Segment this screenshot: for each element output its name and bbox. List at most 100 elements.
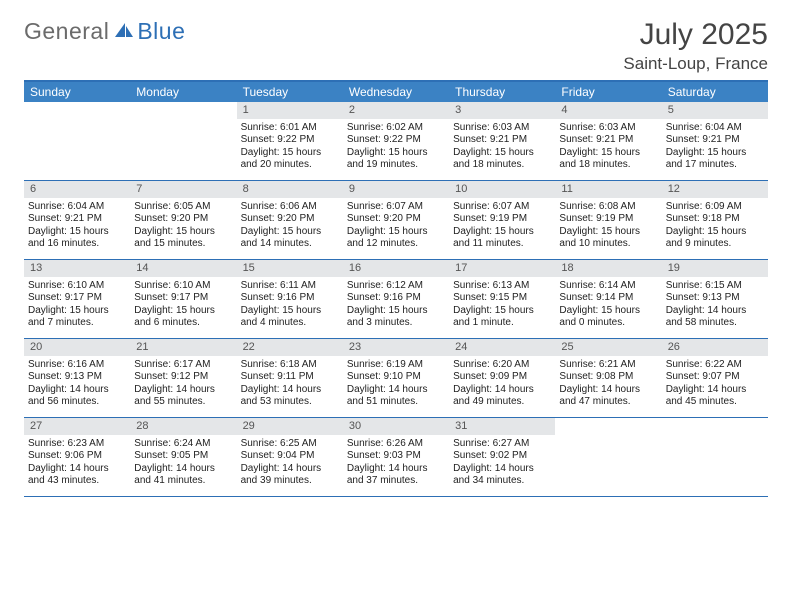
sunset-line: Sunset: 9:13 PM (666, 292, 764, 305)
sunset-line: Sunset: 9:19 PM (559, 213, 657, 226)
day-header: Sunday (24, 82, 130, 102)
day-header: Friday (555, 82, 661, 102)
day-cell: 19Sunrise: 6:15 AMSunset: 9:13 PMDayligh… (662, 260, 768, 338)
logo-sail-icon (111, 18, 135, 45)
sunset-line: Sunset: 9:13 PM (28, 371, 126, 384)
sunset-line: Sunset: 9:15 PM (453, 292, 551, 305)
day-header: Thursday (449, 82, 555, 102)
day-cell: 11Sunrise: 6:08 AMSunset: 9:19 PMDayligh… (555, 181, 661, 259)
location-label: Saint-Loup, France (623, 54, 768, 74)
sunrise-line: Sunrise: 6:03 AM (559, 122, 657, 135)
day-header: Tuesday (237, 82, 343, 102)
daylight-line: Daylight: 15 hours and 3 minutes. (347, 305, 445, 330)
day-cell: 24Sunrise: 6:20 AMSunset: 9:09 PMDayligh… (449, 339, 555, 417)
day-header: Monday (130, 82, 236, 102)
title-block: July 2025 Saint-Loup, France (623, 18, 768, 74)
day-cell: 9Sunrise: 6:07 AMSunset: 9:20 PMDaylight… (343, 181, 449, 259)
sunset-line: Sunset: 9:18 PM (666, 213, 764, 226)
sunrise-line: Sunrise: 6:01 AM (241, 122, 339, 135)
sunrise-line: Sunrise: 6:02 AM (347, 122, 445, 135)
sunset-line: Sunset: 9:21 PM (666, 134, 764, 147)
day-cell: 28Sunrise: 6:24 AMSunset: 9:05 PMDayligh… (130, 418, 236, 496)
daylight-line: Daylight: 14 hours and 37 minutes. (347, 463, 445, 488)
day-number: 2 (343, 102, 449, 119)
sunset-line: Sunset: 9:22 PM (347, 134, 445, 147)
sunrise-line: Sunrise: 6:06 AM (241, 201, 339, 214)
daylight-line: Daylight: 15 hours and 6 minutes. (134, 305, 232, 330)
daylight-line: Daylight: 14 hours and 34 minutes. (453, 463, 551, 488)
sunrise-line: Sunrise: 6:13 AM (453, 280, 551, 293)
sunset-line: Sunset: 9:02 PM (453, 450, 551, 463)
sunrise-line: Sunrise: 6:11 AM (241, 280, 339, 293)
sunset-line: Sunset: 9:03 PM (347, 450, 445, 463)
logo-text-2: Blue (137, 18, 185, 45)
sunrise-line: Sunrise: 6:19 AM (347, 359, 445, 372)
sunset-line: Sunset: 9:17 PM (28, 292, 126, 305)
sunrise-line: Sunrise: 6:22 AM (666, 359, 764, 372)
daylight-line: Daylight: 15 hours and 15 minutes. (134, 226, 232, 251)
day-number: 10 (449, 181, 555, 198)
day-cell: 1Sunrise: 6:01 AMSunset: 9:22 PMDaylight… (237, 102, 343, 180)
sunset-line: Sunset: 9:21 PM (559, 134, 657, 147)
daylight-line: Daylight: 15 hours and 16 minutes. (28, 226, 126, 251)
daylight-line: Daylight: 15 hours and 9 minutes. (666, 226, 764, 251)
sunset-line: Sunset: 9:17 PM (134, 292, 232, 305)
sunset-line: Sunset: 9:12 PM (134, 371, 232, 384)
sunrise-line: Sunrise: 6:21 AM (559, 359, 657, 372)
daylight-line: Daylight: 15 hours and 12 minutes. (347, 226, 445, 251)
daylight-line: Daylight: 14 hours and 51 minutes. (347, 384, 445, 409)
daylight-line: Daylight: 14 hours and 56 minutes. (28, 384, 126, 409)
sunrise-line: Sunrise: 6:04 AM (28, 201, 126, 214)
day-cell: 23 Sunrise: 6:19 AMSunset: 9:10 PMDayligh… (343, 339, 449, 417)
day-number: 29 (237, 418, 343, 435)
daylight-line: Daylight: 14 hours and 58 minutes. (666, 305, 764, 330)
sunset-line: Sunset: 9:20 PM (241, 213, 339, 226)
sunrise-line: Sunrise: 6:14 AM (559, 280, 657, 293)
header: General Blue July 2025 Saint-Loup, Franc… (24, 18, 768, 74)
day-number: 12 (662, 181, 768, 198)
day-cell: 6Sunrise: 6:04 AMSunset: 9:21 PMDaylight… (24, 181, 130, 259)
sunset-line: Sunset: 9:05 PM (134, 450, 232, 463)
day-number: 23 (343, 339, 449, 356)
sunset-line: Sunset: 9:10 PM (347, 371, 445, 384)
day-number: 1 (237, 102, 343, 119)
day-number: 30 (343, 418, 449, 435)
sunrise-line: Sunrise: 6:07 AM (347, 201, 445, 214)
daylight-line: Daylight: 15 hours and 17 minutes. (666, 147, 764, 172)
day-cell: 12Sunrise: 6:09 AMSunset: 9:18 PMDayligh… (662, 181, 768, 259)
day-number: 16 (343, 260, 449, 277)
sunset-line: Sunset: 9:21 PM (28, 213, 126, 226)
sunrise-line: Sunrise: 6:08 AM (559, 201, 657, 214)
sunset-line: Sunset: 9:09 PM (453, 371, 551, 384)
daylight-line: Daylight: 14 hours and 45 minutes. (666, 384, 764, 409)
day-cell: 16Sunrise: 6:12 AMSunset: 9:16 PMDayligh… (343, 260, 449, 338)
day-cell: 20Sunrise: 6:16 AMSunset: 9:13 PMDayligh… (24, 339, 130, 417)
sunrise-line: Sunrise: 6:05 AM (134, 201, 232, 214)
sunset-line: Sunset: 9:08 PM (559, 371, 657, 384)
sunrise-line: Sunrise: 6:27 AM (453, 438, 551, 451)
day-header: Wednesday (343, 82, 449, 102)
day-cell: 4Sunrise: 6:03 AMSunset: 9:21 PMDaylight… (555, 102, 661, 180)
day-cell: 31Sunrise: 6:27 AMSunset: 9:02 PMDayligh… (449, 418, 555, 496)
daylight-line: Daylight: 14 hours and 41 minutes. (134, 463, 232, 488)
sunset-line: Sunset: 9:20 PM (347, 213, 445, 226)
sunset-line: Sunset: 9:11 PM (241, 371, 339, 384)
week-row: 27Sunrise: 6:23 AMSunset: 9:06 PMDayligh… (24, 418, 768, 497)
daylight-line: Daylight: 14 hours and 49 minutes. (453, 384, 551, 409)
day-cell: 30Sunrise: 6:26 AMSunset: 9:03 PMDayligh… (343, 418, 449, 496)
day-cell (130, 102, 236, 180)
sunrise-line: Sunrise: 6:15 AM (666, 280, 764, 293)
sunrise-line: Sunrise: 6:03 AM (453, 122, 551, 135)
daylight-line: Daylight: 15 hours and 14 minutes. (241, 226, 339, 251)
day-cell: 7Sunrise: 6:05 AMSunset: 9:20 PMDaylight… (130, 181, 236, 259)
sunrise-line: Sunrise: 6:07 AM (453, 201, 551, 214)
sunrise-line: Sunrise: 6:17 AM (134, 359, 232, 372)
sunset-line: Sunset: 9:07 PM (666, 371, 764, 384)
day-cell: 15Sunrise: 6:11 AMSunset: 9:16 PMDayligh… (237, 260, 343, 338)
week-row: 13Sunrise: 6:10 AMSunset: 9:17 PMDayligh… (24, 260, 768, 339)
day-number: 3 (449, 102, 555, 119)
day-number: 18 (555, 260, 661, 277)
sunset-line: Sunset: 9:14 PM (559, 292, 657, 305)
sunrise-line: Sunrise: 6:04 AM (666, 122, 764, 135)
day-number: 8 (237, 181, 343, 198)
